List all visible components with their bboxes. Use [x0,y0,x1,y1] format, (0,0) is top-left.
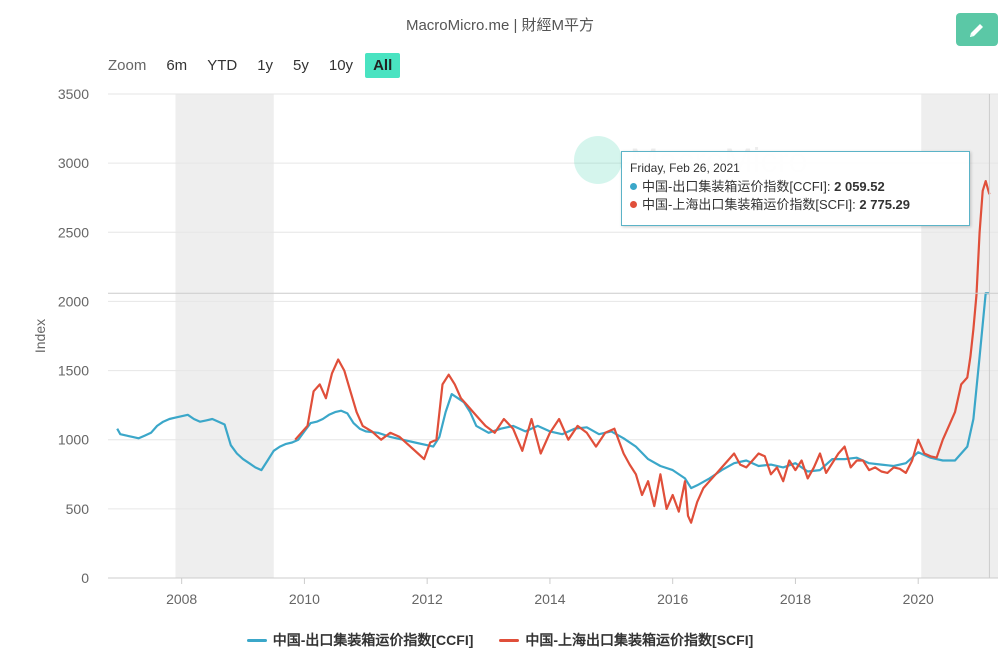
tooltip-scfi-name: 中国-上海出口集装箱运价指数[SCFI] [642,197,853,212]
scfi-dot-icon [630,201,637,208]
edit-button[interactable] [956,13,998,46]
chart-title: MacroMicro.me | 財經M平方 [405,17,595,34]
y-tick-label: 1500 [58,363,89,379]
y-axis-label: Index [32,319,48,353]
ccfi-dot-icon [630,183,637,190]
watermark-logo-icon [574,136,622,184]
chart-tooltip: Friday, Feb 26, 2021 中国-出口集装箱运价指数[CCFI]:… [621,151,970,226]
chart-legend: 中国-出口集装箱运价指数[CCFI] 中国-上海出口集装箱运价指数[SCFI] [0,630,1000,650]
scfi-series-line [294,180,991,524]
y-tick-label: 3000 [58,155,89,171]
ccfi-line-icon [246,638,267,642]
zoom-6m-button[interactable]: 6m [166,56,188,74]
legend-ccfi-label: 中国-出口集装箱运价指数[CCFI] [272,632,474,648]
y-tick-label: 3500 [58,86,89,102]
shaded-period-0 [175,94,274,578]
tooltip-date: Friday, Feb 26, 2021 [630,161,740,175]
x-tick-label: 2008 [166,591,197,607]
tooltip-row-ccfi: 中国-出口集装箱运价指数[CCFI]: 2 059.52 [630,178,961,196]
zoom-1y-button[interactable]: 1y [257,56,274,74]
pencil-icon [970,24,983,37]
tooltip-row-scfi: 中国-上海出口集装箱运价指数[SCFI]: 2 775.29 [630,196,961,214]
y-tick-label: 2000 [58,293,89,309]
x-tick-label: 2014 [534,591,565,607]
zoom-bar: Zoom 6m YTD 1y 5y 10y All [108,52,404,78]
y-tick-label: 0 [81,570,89,586]
tooltip-ccfi-name: 中国-出口集装箱运价指数[CCFI] [642,179,827,194]
legend-item-scfi[interactable]: 中国-上海出口集装箱运价指数[SCFI] [499,630,753,650]
x-tick-label: 2020 [903,591,934,607]
zoom-5y-button[interactable]: 5y [293,56,309,74]
x-tick-label: 2012 [412,591,443,607]
x-tick-label: 2016 [657,591,688,607]
zoom-label: Zoom [108,56,147,74]
tooltip-ccfi-value: 2 059.52 [834,179,885,194]
legend-item-ccfi[interactable]: 中国-出口集装箱运价指数[CCFI] [246,630,474,650]
legend-scfi-label: 中国-上海出口集装箱运价指数[SCFI] [525,632,754,648]
zoom-all-button[interactable]: All [365,52,401,78]
x-tick-label: 2010 [289,591,320,607]
scfi-line-icon [499,638,520,642]
zoom-10y-button[interactable]: 10y [328,56,354,74]
y-tick-label: 2500 [58,224,89,240]
x-tick-label: 2018 [780,591,811,607]
tooltip-scfi-value: 2 775.29 [859,197,911,212]
y-tick-label: 500 [66,501,90,517]
y-tick-label: 1000 [58,432,89,448]
zoom-ytd-button[interactable]: YTD [207,56,238,74]
